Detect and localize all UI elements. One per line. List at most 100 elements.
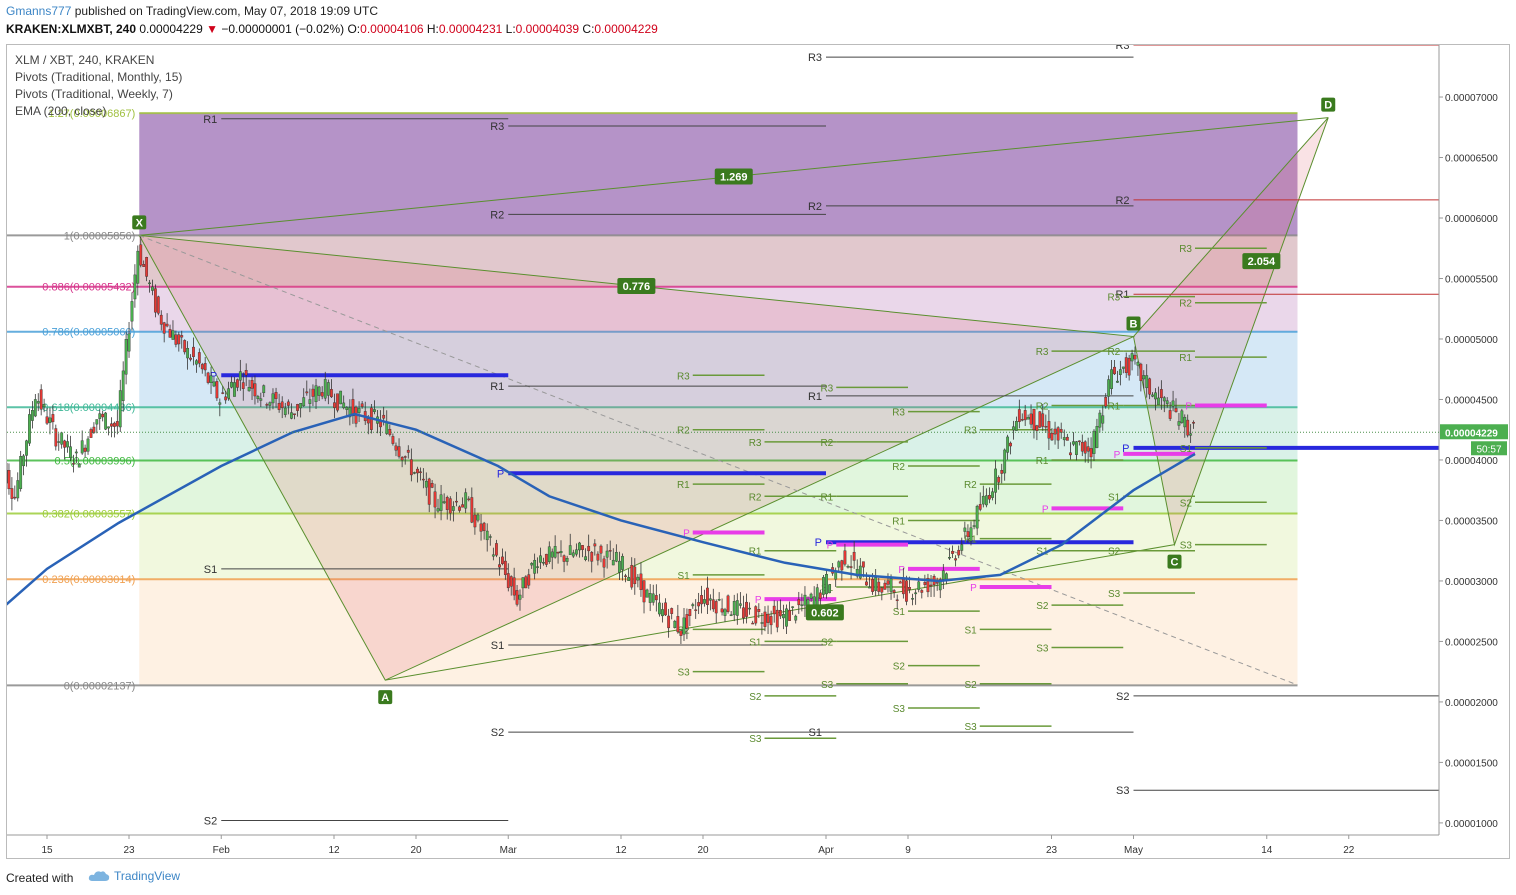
candle-body bbox=[323, 379, 327, 399]
candle-body bbox=[1139, 363, 1143, 381]
price-chart[interactable]: 1(0.00005856) 0.886(0.00005432) 0.786(0.00… bbox=[7, 45, 1510, 859]
weekly-pivot-label: P bbox=[970, 583, 977, 594]
candle-body bbox=[1059, 429, 1063, 433]
candle-body bbox=[180, 335, 184, 338]
candle-body bbox=[654, 595, 658, 601]
fib-level-label: 0(0.00002137) bbox=[64, 680, 136, 692]
candle-body bbox=[605, 550, 609, 558]
candle-body bbox=[1130, 353, 1134, 362]
candle-body bbox=[670, 608, 674, 614]
candle-body bbox=[1044, 425, 1048, 428]
candle-body bbox=[283, 407, 287, 415]
candle-body bbox=[785, 608, 788, 627]
candle-body bbox=[265, 404, 269, 406]
candle-body bbox=[1095, 426, 1099, 448]
candle-body bbox=[1092, 430, 1096, 454]
candle-body bbox=[849, 566, 853, 568]
candle-body bbox=[775, 609, 779, 628]
weekly-pivot-label: S2 bbox=[1108, 547, 1121, 558]
candle-body bbox=[366, 418, 370, 424]
legend-monthly-pivots[interactable]: Pivots (Traditional, Monthly, 15) bbox=[15, 70, 183, 84]
candle-body bbox=[333, 402, 336, 408]
candle-body bbox=[174, 334, 178, 345]
candle-body bbox=[648, 593, 652, 603]
candle-body bbox=[302, 397, 306, 407]
weekly-pivot-label: S1 bbox=[893, 607, 906, 618]
candle-body bbox=[476, 514, 480, 521]
last-price: 0.00004229 bbox=[139, 22, 203, 36]
ratio-label: 1.269 bbox=[720, 172, 748, 184]
candle-body bbox=[892, 590, 896, 593]
tradingview-link[interactable]: TradingView bbox=[88, 869, 180, 883]
weekly-pivot-label: R3 bbox=[820, 383, 833, 394]
candle-body bbox=[244, 370, 248, 376]
legend-weekly-pivots[interactable]: Pivots (Traditional, Weekly, 7) bbox=[15, 87, 173, 101]
monthly-pivot-label: R1 bbox=[490, 381, 504, 393]
weekly-pivot-label: S2 bbox=[1036, 601, 1049, 612]
candle-body bbox=[253, 383, 257, 397]
chart-area[interactable]: 1(0.00005856) 0.886(0.00005432) 0.786(0.00… bbox=[6, 44, 1510, 859]
candle-body bbox=[1104, 397, 1108, 407]
price-tick-label: 0.00004500 bbox=[1445, 395, 1498, 406]
candle-body bbox=[98, 413, 102, 419]
time-tick-label: 12 bbox=[328, 845, 340, 856]
candle-body bbox=[852, 551, 856, 561]
candle-body bbox=[89, 429, 93, 438]
ratio-label-box bbox=[617, 277, 656, 294]
price-tick-label: 0.00006500 bbox=[1445, 154, 1498, 165]
high-label: H: bbox=[426, 22, 439, 36]
open-value: 0.00004106 bbox=[360, 22, 424, 36]
weekly-pivot-label: S2 bbox=[893, 662, 906, 673]
fib-level-label: 0.5(0.00003996) bbox=[55, 455, 136, 467]
candle-body bbox=[101, 413, 105, 418]
candle-body bbox=[923, 582, 927, 585]
candle-body bbox=[676, 616, 680, 633]
monthly-pivot-label: R3 bbox=[808, 52, 822, 64]
price-tick-label: 0.00002000 bbox=[1445, 698, 1498, 709]
candle-body bbox=[700, 595, 703, 605]
close-label: C: bbox=[582, 22, 595, 36]
candle-body bbox=[911, 598, 914, 600]
candle-body bbox=[1154, 392, 1157, 400]
weekly-pivot-label: R3 bbox=[964, 426, 977, 437]
candle-body bbox=[1065, 436, 1069, 441]
candle-body bbox=[800, 604, 804, 606]
legend-ema[interactable]: EMA (200, close) bbox=[15, 104, 107, 118]
ratio-label-box bbox=[805, 604, 844, 621]
candle-body bbox=[865, 581, 868, 586]
monthly-pivot-label: S3 bbox=[1116, 785, 1129, 797]
candle-body bbox=[467, 498, 471, 501]
candle-body bbox=[658, 602, 661, 615]
candle-body bbox=[250, 380, 254, 389]
candle-body bbox=[197, 352, 201, 364]
candle-body bbox=[1098, 412, 1102, 428]
candle-body bbox=[153, 288, 157, 313]
candle-body bbox=[1110, 369, 1113, 389]
candle-body bbox=[268, 402, 272, 406]
trend-dashed-line bbox=[139, 234, 1298, 686]
author-link[interactable]: Gmanns777 bbox=[6, 4, 72, 18]
candle-body bbox=[766, 613, 770, 623]
candle-body bbox=[104, 412, 108, 430]
candle-body bbox=[77, 463, 81, 468]
weekly-pivot-label: S3 bbox=[965, 722, 978, 733]
price-tick-label: 0.00006000 bbox=[1445, 214, 1498, 225]
weekly-pivot-label: P bbox=[683, 529, 690, 540]
weekly-pivot-label: S2 bbox=[749, 692, 762, 703]
candle-body bbox=[578, 542, 581, 551]
candle-body bbox=[624, 575, 627, 577]
candle-body bbox=[342, 402, 346, 409]
fib-level-label: 0.236(0.00003014) bbox=[42, 574, 135, 586]
candle-body bbox=[1075, 441, 1078, 455]
weekly-pivot-label: S1 bbox=[1180, 444, 1193, 455]
weekly-pivot-label: S3 bbox=[678, 668, 691, 679]
candle-body bbox=[57, 441, 61, 443]
candle-body bbox=[110, 423, 113, 427]
candle-body bbox=[1029, 413, 1033, 425]
candle-body bbox=[464, 492, 468, 509]
candle-body bbox=[706, 587, 709, 606]
candle-body bbox=[1121, 366, 1125, 369]
candle-body bbox=[608, 550, 612, 552]
candle-body bbox=[80, 440, 84, 454]
candle-body bbox=[969, 527, 973, 542]
